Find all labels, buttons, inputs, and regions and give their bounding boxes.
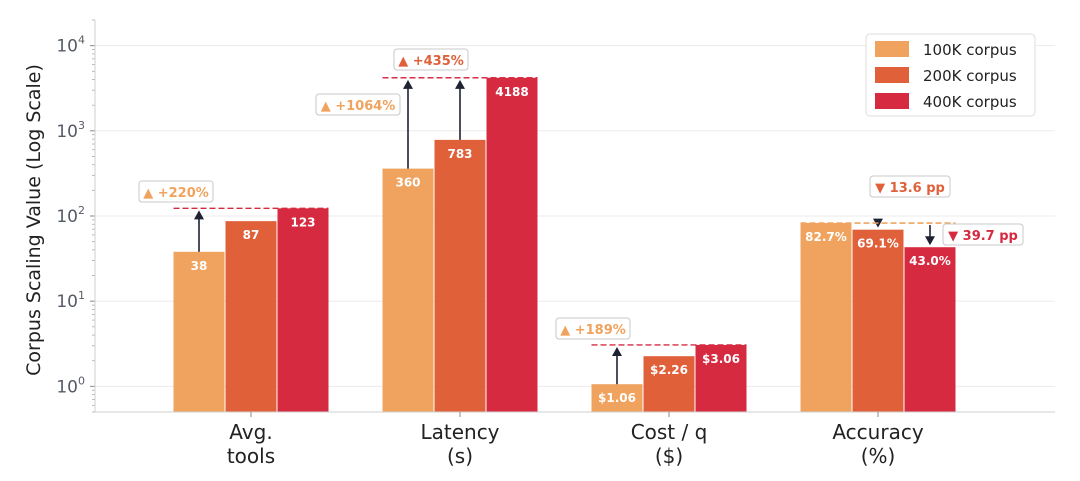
annotation-label: ▲ +220% bbox=[143, 186, 209, 201]
arrow-head bbox=[612, 346, 622, 356]
bar bbox=[277, 208, 329, 412]
annotation-box bbox=[942, 223, 1024, 246]
arrow-head bbox=[194, 210, 204, 220]
y-tick-exponent: 4 bbox=[78, 34, 85, 47]
x-tick-label: Avg. bbox=[229, 420, 272, 444]
legend-label: 200K corpus bbox=[923, 67, 1017, 85]
bar bbox=[225, 221, 277, 412]
y-tick-exponent: 0 bbox=[78, 374, 85, 387]
y-tick-base: 10 bbox=[56, 207, 78, 227]
annotation-box bbox=[555, 317, 631, 340]
bar-value-label: 87 bbox=[243, 228, 260, 242]
bar-value-label: 4188 bbox=[495, 85, 528, 99]
bars-layer: 38 87 123 360 783 4188 $1.06 $2.26 $3.06 82.7% 69.… bbox=[173, 77, 956, 413]
legend: 100K corpus 200K corpus 400K corpus bbox=[865, 33, 1036, 117]
arrow-head bbox=[403, 79, 413, 89]
bar bbox=[800, 223, 852, 412]
annotation-layer: ▲ +220% ▲ +1064% ▲ +435% ▲ +189% ▼ 13.6 pp ▼ … bbox=[138, 48, 1024, 385]
annotation-label: ▲ +435% bbox=[398, 54, 464, 69]
y-tick-base: 10 bbox=[56, 37, 78, 57]
bar bbox=[852, 229, 904, 412]
y-tick-exponent: 2 bbox=[78, 204, 85, 217]
bar-value-label: $3.06 bbox=[702, 352, 740, 366]
y-tick-base: 10 bbox=[56, 292, 78, 312]
annotation-box bbox=[393, 48, 469, 71]
bar-value-label: 783 bbox=[447, 147, 472, 161]
legend-label: 100K corpus bbox=[923, 41, 1017, 59]
bar bbox=[382, 168, 434, 412]
y-tick-label: 103 bbox=[56, 119, 85, 142]
bar bbox=[591, 384, 643, 412]
bar-value-label: 43.0% bbox=[909, 254, 951, 268]
axis-layer: Corpus Scaling Value (Log Scale) 1001011… bbox=[23, 19, 1055, 468]
bar-value-label: 69.1% bbox=[857, 237, 899, 251]
annotation-label: ▼ 13.6 pp bbox=[875, 181, 945, 196]
x-tick-label: tools bbox=[227, 444, 275, 468]
annotation-label: ▲ +189% bbox=[560, 323, 626, 338]
annotation-label: ▲ +1064% bbox=[321, 99, 396, 114]
y-tick-label: 100 bbox=[56, 374, 85, 397]
bar bbox=[695, 344, 747, 412]
y-tick-exponent: 3 bbox=[78, 119, 85, 132]
bar-value-label: 123 bbox=[290, 215, 315, 229]
bar bbox=[173, 251, 225, 412]
arrow-head bbox=[925, 236, 935, 246]
x-tick-label: Accuracy bbox=[832, 420, 923, 444]
y-axis-label: Corpus Scaling Value (Log Scale) bbox=[23, 64, 45, 376]
bar-value-label: 38 bbox=[191, 259, 208, 273]
y-tick-base: 10 bbox=[56, 377, 78, 397]
legend-label: 400K corpus bbox=[923, 93, 1017, 111]
bar-value-label: 360 bbox=[395, 176, 420, 190]
y-tick-base: 10 bbox=[56, 122, 78, 142]
bar bbox=[643, 356, 695, 412]
x-tick-label: ($) bbox=[655, 444, 683, 468]
x-tick-label: Latency bbox=[420, 420, 499, 444]
annotation-box bbox=[869, 175, 951, 198]
bar-value-label: 82.7% bbox=[805, 230, 847, 244]
x-tick-label: (s) bbox=[447, 444, 473, 468]
x-tick-label: (%) bbox=[861, 444, 896, 468]
legend-swatch bbox=[875, 93, 909, 109]
bar bbox=[486, 77, 538, 413]
legend-swatch bbox=[875, 67, 909, 83]
y-tick-label: 104 bbox=[56, 34, 85, 57]
bar-value-label: $1.06 bbox=[598, 391, 636, 405]
annotation-label: ▼ 39.7 pp bbox=[948, 229, 1018, 244]
legend-swatch bbox=[875, 41, 909, 57]
arrow-head bbox=[455, 79, 465, 89]
bar bbox=[904, 247, 956, 412]
bar-value-label: $2.26 bbox=[650, 363, 688, 377]
x-tick-label: Cost / q bbox=[631, 420, 708, 444]
annotation-box bbox=[138, 180, 214, 203]
y-tick-label: 102 bbox=[56, 204, 85, 227]
y-tick-exponent: 1 bbox=[78, 289, 85, 302]
y-tick-label: 101 bbox=[56, 289, 85, 312]
annotation-box bbox=[315, 93, 401, 116]
bar bbox=[434, 139, 486, 412]
